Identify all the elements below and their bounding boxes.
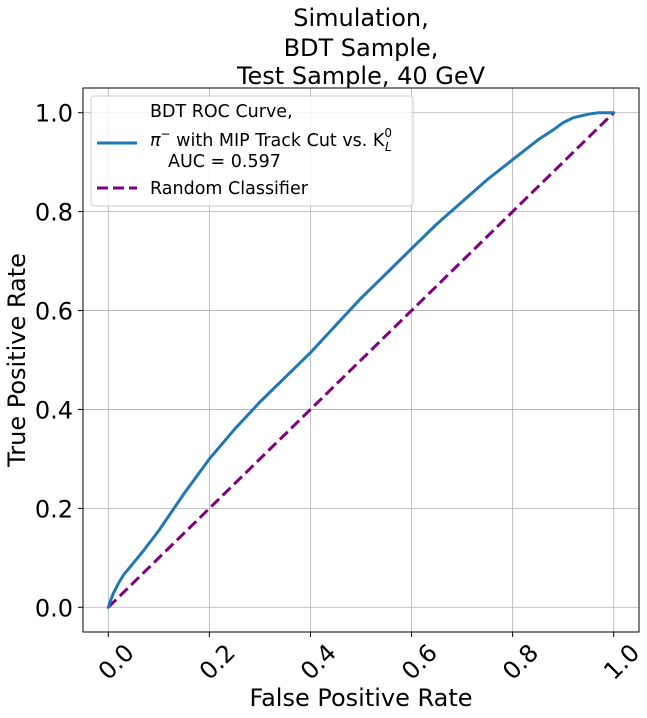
legend-roc-line-2: π− with MIP Track Cut vs. K0 L: [150, 126, 392, 154]
legend-roc-line-1: BDT ROC Curve,: [150, 102, 293, 122]
x-axis-label: False Positive Rate: [249, 684, 472, 712]
legend-kl-sup: 0: [384, 126, 392, 140]
legend-kl-sub: L: [385, 140, 392, 154]
y-axis-ticks: 0.0 0.2 0.4 0.6 0.8 1.0: [35, 100, 83, 622]
random-classifier-line: [107, 111, 615, 609]
y-tick-label: 1.0: [35, 100, 73, 128]
legend-roc-line-3: AUC = 0.597: [168, 152, 281, 172]
series-layer: [106, 111, 616, 609]
legend-roc-line-2-text: with MIP Track Cut vs. K: [171, 131, 385, 151]
y-tick-label: 0.6: [35, 298, 73, 326]
legend: BDT ROC Curve, π− with MIP Track Cut vs.…: [90, 95, 414, 207]
y-tick-label: 0.2: [35, 495, 73, 523]
legend-frame: [90, 95, 414, 207]
y-tick-label: 0.4: [35, 396, 73, 424]
legend-pi-symbol: π: [150, 131, 161, 151]
y-tick-label: 0.0: [35, 594, 73, 622]
y-axis-label: True Positive Rate: [3, 253, 31, 468]
legend-pi-sup: −: [161, 127, 171, 141]
chart-title-line-2: BDT Sample,: [284, 34, 439, 62]
roc-curve-line: [106, 111, 616, 609]
legend-random: Random Classifier: [150, 179, 309, 199]
chart-title-line-1: Simulation,: [293, 4, 428, 32]
chart-title-line-3: Test Sample, 40 GeV: [236, 62, 486, 90]
y-tick-label: 0.8: [35, 199, 73, 227]
plot-frame: [82, 87, 640, 633]
